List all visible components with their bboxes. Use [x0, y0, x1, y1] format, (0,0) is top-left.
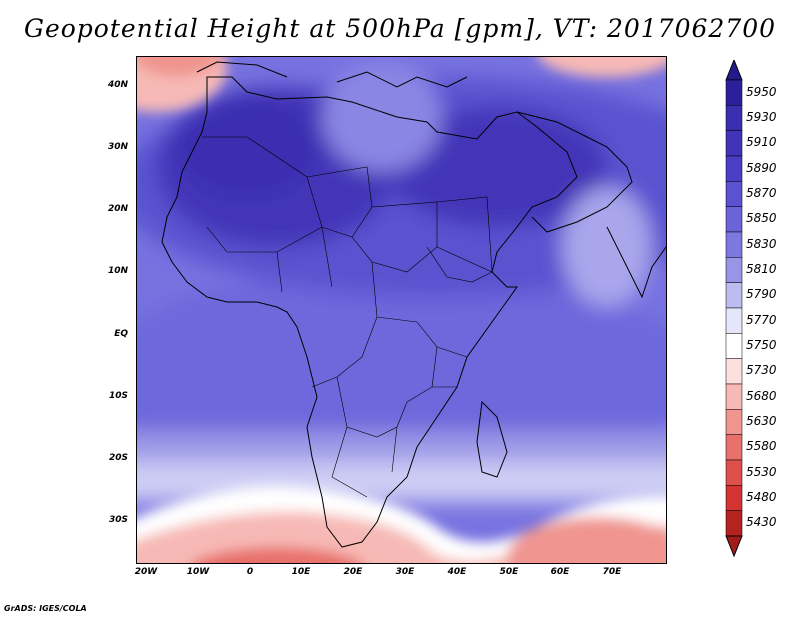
coastline — [161, 61, 666, 548]
lat-label: 10N — [107, 266, 128, 276]
colorbar-cell — [725, 333, 743, 359]
colorbar-level-label: 5930 — [746, 110, 777, 124]
colorbar-cell — [725, 181, 743, 207]
colorbar-top-arrow — [725, 60, 743, 81]
colorbar-level-label: 5950 — [746, 84, 777, 99]
footer-credit: GrADS: IGES/COLA — [4, 604, 87, 613]
colorbar-cell — [725, 79, 743, 106]
lon-label: 20E — [343, 567, 363, 577]
colorbar-cell — [725, 307, 743, 334]
country-borders — [202, 136, 493, 498]
colorbar — [725, 60, 743, 558]
map-panel — [136, 56, 667, 564]
colorbar-level-label: 5750 — [746, 338, 777, 352]
colorbar-level-label: 5630 — [746, 414, 777, 428]
colorbar-cell — [725, 510, 743, 537]
lat-label: 30N — [107, 142, 128, 152]
colorbar-level-label: 5770 — [746, 312, 777, 327]
lon-label: 70E — [602, 567, 622, 577]
colorbar-cell — [725, 409, 743, 435]
colorbar-cell — [725, 282, 743, 309]
lon-label: 60E — [550, 567, 570, 577]
colorbar-cell — [725, 459, 743, 486]
lat-label: EQ — [114, 329, 128, 339]
colorbar-bottom-arrow — [725, 535, 743, 558]
lat-label: 10S — [108, 391, 128, 401]
colorbar-cell — [725, 434, 743, 461]
colorbar-cell — [725, 206, 743, 233]
colorbar-level-label: 5810 — [746, 262, 777, 276]
colorbar-level-label: 5910 — [746, 135, 777, 150]
colorbar-level-label: 5580 — [746, 439, 777, 454]
lon-label: 0 — [246, 567, 254, 577]
colorbar-cell — [725, 257, 743, 283]
colorbar-level-label: 5680 — [746, 388, 777, 403]
colorbar-level-label: 5730 — [746, 363, 777, 378]
colorbar-level-label: 5850 — [746, 211, 777, 226]
lat-label: 40N — [107, 80, 128, 90]
colorbar-cell — [725, 105, 743, 131]
geopotential-field — [137, 57, 666, 563]
lon-label: 30E — [395, 567, 415, 577]
lon-label: 40E — [447, 567, 467, 577]
colorbar-cell — [725, 485, 743, 511]
colorbar-level-label: 5530 — [746, 464, 777, 479]
lat-label: 20N — [107, 204, 128, 214]
colorbar-level-label: 5430 — [746, 515, 777, 530]
lon-label: 20W — [134, 567, 158, 577]
lon-label: 10W — [186, 567, 210, 577]
map-title: Geopotential Height at 500hPa [gpm], VT:… — [23, 14, 777, 43]
lon-label: 10E — [291, 567, 311, 577]
colorbar-cell — [725, 358, 743, 385]
colorbar-cell — [725, 155, 743, 182]
colorbar-level-label: 5790 — [746, 287, 777, 302]
colorbar-level-label: 5890 — [746, 160, 777, 175]
colorbar-level-label: 5480 — [746, 490, 777, 504]
lat-label: 20S — [108, 453, 128, 463]
colorbar-cell — [725, 231, 743, 258]
lat-label: 30S — [108, 515, 128, 525]
colorbar-level-label: 5830 — [746, 236, 777, 251]
lon-label: 50E — [499, 567, 519, 577]
colorbar-cell — [725, 383, 743, 410]
colorbar-level-label: 5870 — [746, 186, 777, 200]
colorbar-cell — [725, 130, 743, 157]
